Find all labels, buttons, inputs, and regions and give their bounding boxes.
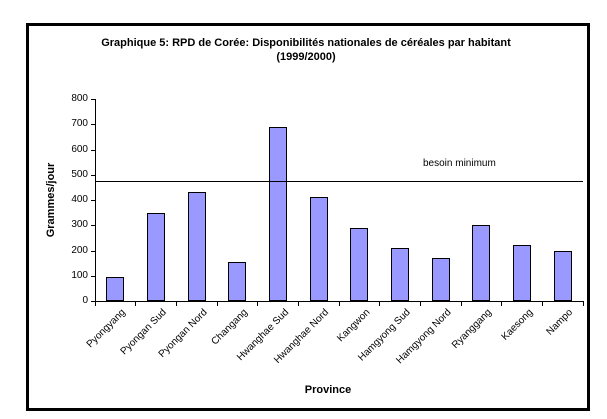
y-axis-tick-label: 800: [71, 93, 88, 104]
x-axis-title: Province: [304, 384, 352, 396]
chart-frame: [26, 23, 590, 411]
y-axis-tick: [91, 250, 95, 252]
bar-pyongan-sud: [147, 212, 165, 301]
y-axis-tick: [91, 174, 95, 176]
chart-title: Graphique 5: RPD de Corée: Disponibilité…: [101, 37, 511, 49]
reference-line-label: besoin minimum: [423, 158, 496, 169]
bar-hwanghae-sud: [269, 126, 287, 301]
y-axis-tick: [91, 99, 95, 100]
x-axis-tick: [135, 302, 137, 306]
bar-pyongyang: [106, 277, 125, 301]
x-axis-tick: [94, 302, 96, 306]
y-axis-tick: [91, 275, 95, 277]
x-axis-tick: [216, 302, 218, 306]
bar-changang: [228, 261, 247, 301]
y-axis-tick-label: 700: [71, 118, 88, 130]
y-axis-tick-label: 100: [71, 269, 88, 281]
x-axis-tick: [501, 302, 503, 306]
bar-hamgyong-nord: [431, 258, 450, 301]
y-axis-tick-label: 500: [71, 168, 88, 180]
y-axis-tick: [91, 149, 95, 151]
x-axis-tick: [460, 302, 462, 306]
bar-pyongan-nord: [187, 192, 206, 301]
y-axis-tick-label: 400: [71, 194, 88, 205]
x-axis-tick: [419, 302, 421, 306]
x-axis-tick: [379, 302, 381, 306]
bar-kangwon: [350, 227, 369, 301]
x-axis-tick: [541, 302, 543, 306]
y-axis-tick: [91, 225, 95, 227]
chart-subtitle: (1999/2000): [276, 51, 336, 63]
x-axis-tick: [582, 302, 584, 306]
x-axis-tick: [257, 302, 259, 306]
x-axis-tick: [175, 302, 177, 306]
y-axis-tick-label: 300: [71, 219, 88, 231]
x-axis-tick: [297, 302, 299, 306]
bar-nampo: [553, 250, 572, 301]
y-axis-tick: [91, 200, 95, 201]
y-axis-tick-label: 200: [71, 244, 88, 256]
y-axis-tick-label: 600: [71, 143, 88, 155]
bar-hwanghae-nord: [309, 197, 328, 301]
y-axis-tick-label: 0: [82, 295, 88, 306]
bar-kaesong: [513, 245, 531, 301]
plot-area: [95, 99, 584, 302]
x-axis-tick: [338, 302, 340, 306]
y-axis-tick: [91, 124, 95, 126]
bar-ryanggang: [472, 225, 491, 301]
y-axis-tick: [91, 301, 95, 302]
bar-hamgyong-sud: [391, 247, 409, 301]
reference-line: [95, 181, 583, 183]
